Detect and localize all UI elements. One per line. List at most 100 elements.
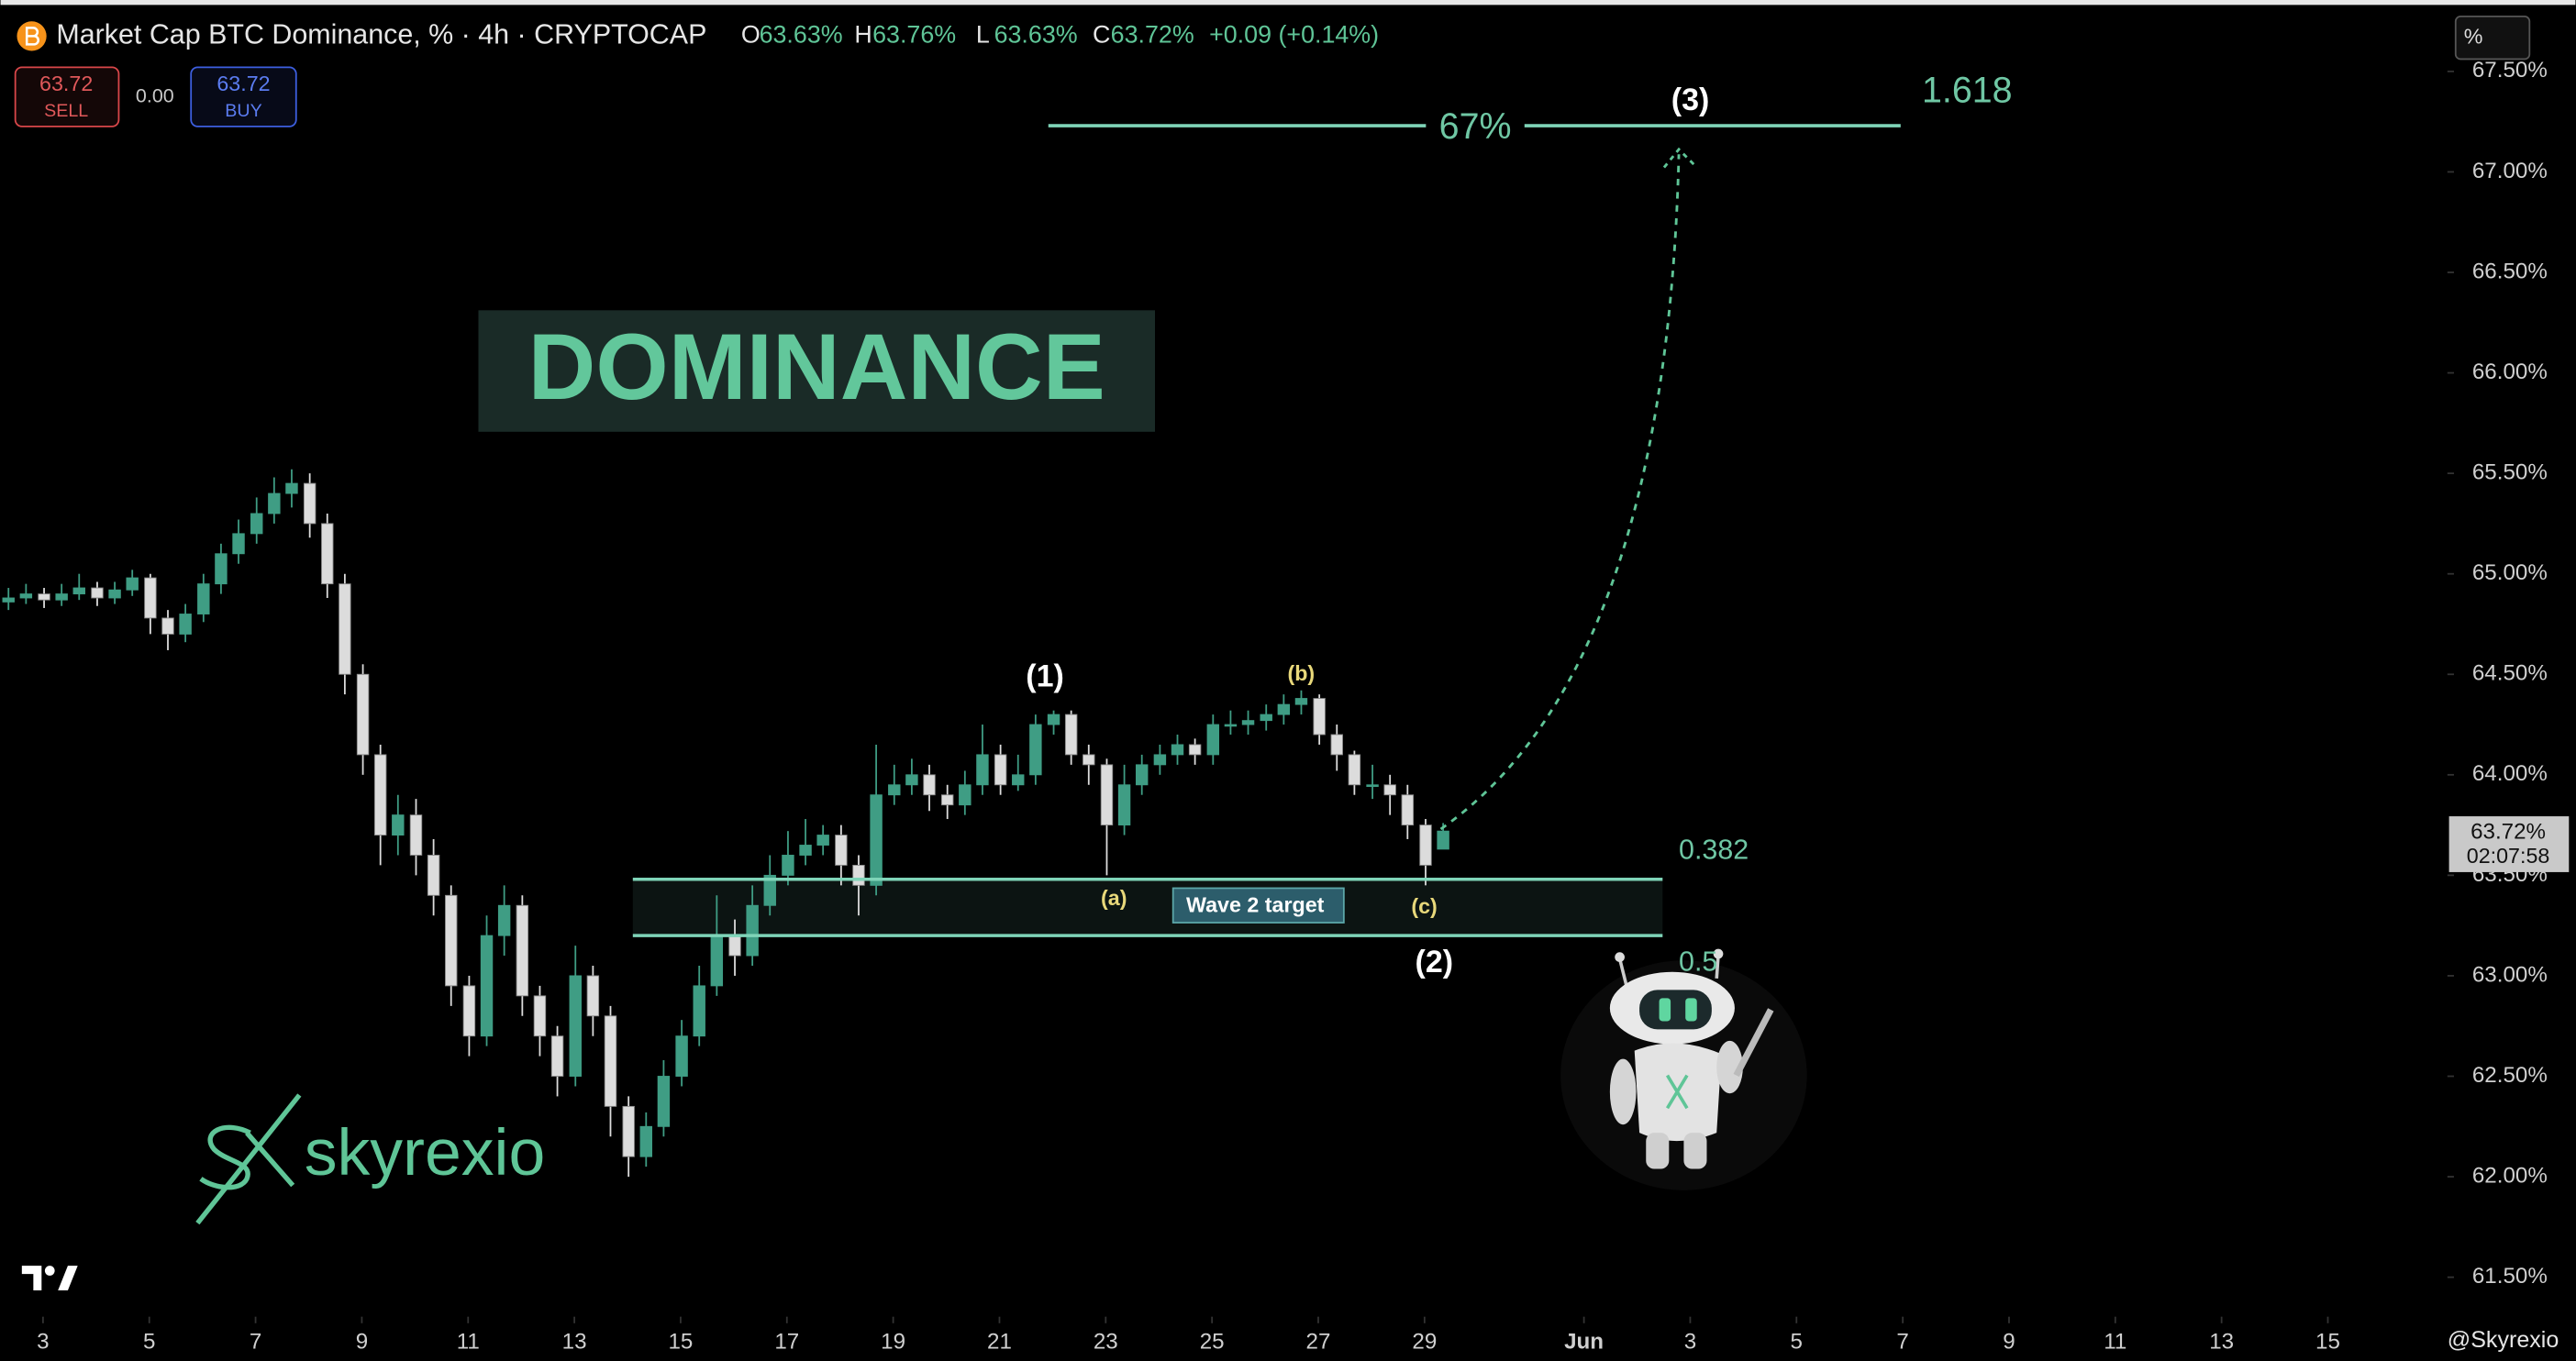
y-tick-label: 61.50% bbox=[2472, 1264, 2548, 1289]
countdown: 02:07:58 bbox=[2467, 844, 2550, 868]
candle-body bbox=[497, 904, 511, 936]
candle-body bbox=[569, 975, 582, 1077]
candle-body bbox=[126, 577, 139, 591]
brand-name: skyrexio bbox=[305, 1116, 546, 1189]
sell-price: 63.72 bbox=[39, 72, 93, 95]
last-price: 63.72% bbox=[2471, 819, 2546, 844]
candle-body bbox=[427, 855, 440, 896]
wave-label: (3) bbox=[1671, 83, 1710, 117]
candle-body bbox=[72, 587, 85, 595]
candle-body bbox=[1083, 754, 1095, 766]
last-price-box bbox=[2448, 816, 2570, 872]
plot: 0.382 0.5 1.618 67% Wave 2 target (1) (2) (3) (a… bbox=[2, 71, 2013, 1178]
level-label: 0.5 bbox=[1679, 946, 1717, 978]
y-tick-label: 67.50% bbox=[2472, 58, 2548, 83]
candle-body bbox=[1135, 764, 1149, 786]
top-border bbox=[0, 0, 2576, 6]
x-tick-label: 5 bbox=[143, 1330, 155, 1355]
btc-glyph bbox=[25, 27, 39, 46]
y-tick-label: 64.00% bbox=[2472, 761, 2548, 786]
candle-body bbox=[604, 1015, 617, 1107]
ohlc-value: 63.72% bbox=[1111, 20, 1194, 48]
zone-label: Wave 2 target bbox=[1186, 892, 1325, 916]
wave-label: (2) bbox=[1416, 945, 1454, 979]
candle-body bbox=[994, 754, 1007, 786]
projection-arrow bbox=[1439, 154, 1681, 831]
candle-body bbox=[1029, 724, 1042, 776]
candle-body bbox=[1366, 784, 1379, 788]
candle-body bbox=[870, 794, 883, 886]
candle-body bbox=[108, 589, 121, 599]
x-tick-label: 9 bbox=[2003, 1330, 2015, 1355]
robot bbox=[1560, 948, 1807, 1190]
candle-body bbox=[55, 593, 68, 601]
zone-label-box bbox=[1171, 887, 1345, 924]
candle-body bbox=[19, 593, 33, 599]
scale-button-label: % bbox=[2464, 24, 2483, 48]
candle-body bbox=[38, 593, 50, 601]
candle-body bbox=[303, 482, 316, 525]
candle-body bbox=[675, 1035, 688, 1077]
y-tick-label: 65.50% bbox=[2472, 460, 2548, 485]
level-label: 0.382 bbox=[1679, 834, 1749, 865]
candle-body bbox=[710, 935, 724, 987]
x-tick-label: 15 bbox=[2315, 1330, 2340, 1355]
buy-price: 63.72 bbox=[217, 72, 270, 95]
candle-body bbox=[550, 1035, 564, 1077]
x-tick-label: 11 bbox=[457, 1330, 480, 1355]
candle-body bbox=[1383, 784, 1396, 796]
candle-body bbox=[268, 492, 281, 515]
candle-body bbox=[657, 1076, 671, 1127]
y-tick-label: 67.00% bbox=[2472, 159, 2548, 183]
candle-body bbox=[693, 985, 705, 1037]
candle-body bbox=[622, 1105, 635, 1157]
x-tick-label: 21 bbox=[987, 1330, 1012, 1355]
candle-body bbox=[1348, 754, 1361, 786]
candle-body bbox=[728, 935, 741, 957]
spread: 0.00 bbox=[136, 84, 174, 106]
x-tick-label: 15 bbox=[669, 1330, 694, 1355]
candle-body bbox=[1100, 764, 1114, 826]
y-tick-label: 63.00% bbox=[2472, 962, 2548, 987]
ohlc-key: C bbox=[1093, 20, 1110, 48]
candle-body bbox=[852, 864, 865, 886]
buy-button[interactable] bbox=[190, 66, 297, 127]
candle-body bbox=[480, 935, 494, 1037]
x-tick-label: 13 bbox=[562, 1330, 587, 1355]
x-tick-label: 5 bbox=[1791, 1330, 1803, 1355]
wave-label: (b) bbox=[1287, 661, 1315, 685]
x-tick-label: 13 bbox=[2209, 1330, 2234, 1355]
candle-body bbox=[976, 754, 989, 786]
candle-body bbox=[1012, 774, 1025, 786]
x-tick-label: 7 bbox=[250, 1330, 261, 1355]
candle-body bbox=[1047, 714, 1060, 725]
x-tick-label: 27 bbox=[1306, 1330, 1331, 1355]
candle-body bbox=[1117, 784, 1131, 826]
tv-logo bbox=[21, 1266, 78, 1291]
sell-label: SELL bbox=[44, 101, 88, 121]
scale-button[interactable] bbox=[2454, 16, 2531, 61]
x-tick-label: 19 bbox=[881, 1330, 905, 1355]
candle-body bbox=[339, 583, 351, 675]
y-tick-label: 66.00% bbox=[2472, 360, 2548, 384]
candle-body bbox=[232, 533, 245, 555]
candle-body bbox=[392, 814, 405, 836]
candle-body bbox=[923, 774, 936, 796]
y-tick-label: 62.00% bbox=[2472, 1163, 2548, 1188]
candle-body bbox=[161, 617, 174, 635]
sell-button[interactable] bbox=[14, 66, 120, 127]
candle-body bbox=[462, 985, 476, 1037]
candle-body bbox=[746, 904, 759, 957]
ohlc-key: H bbox=[854, 20, 872, 48]
ohlc-key: O bbox=[741, 20, 761, 48]
candle-body bbox=[91, 587, 104, 599]
candle-body bbox=[409, 814, 423, 856]
candle-body bbox=[179, 614, 192, 635]
change: +0.09 (+0.14%) bbox=[1209, 20, 1379, 48]
candle-body bbox=[1064, 714, 1078, 756]
candle-body bbox=[639, 1125, 653, 1157]
candle-body bbox=[1224, 724, 1238, 727]
candle-body bbox=[321, 523, 334, 585]
